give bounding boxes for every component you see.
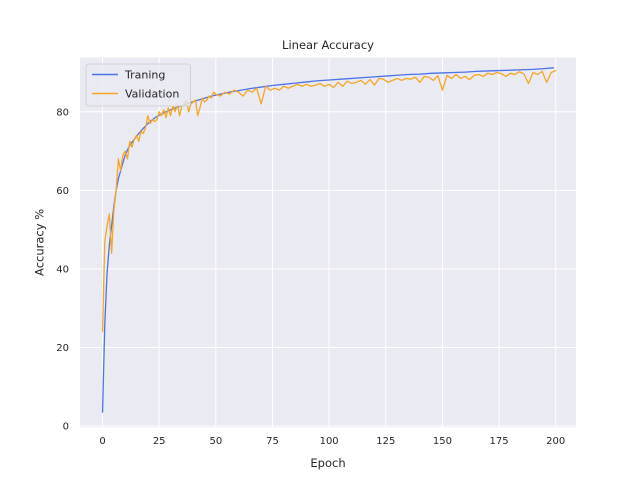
y-tick-label: 80 xyxy=(56,107,69,118)
tick-labels: 0 25 50 75 100 125 150 175 200 0 20 40 60 80 xyxy=(56,107,565,447)
x-tick-label: 25 xyxy=(153,436,166,447)
plot-area xyxy=(80,57,576,428)
y-tick-label: 40 xyxy=(56,265,69,276)
legend: Traning Validation xyxy=(85,63,191,107)
series-layer xyxy=(101,67,557,413)
x-tick-label: 200 xyxy=(546,436,565,447)
x-tick-label: 175 xyxy=(490,436,509,447)
x-axis-label: Epoch xyxy=(310,456,345,470)
chart-title: Linear Accuracy xyxy=(282,38,374,52)
y-axis-label: Accuracy % xyxy=(33,209,47,276)
y-tick-label: 0 xyxy=(63,422,69,433)
x-tick-label: 100 xyxy=(320,436,339,447)
x-tick-label: 75 xyxy=(266,436,279,447)
x-tick-label: 0 xyxy=(99,436,105,447)
series-line-traning xyxy=(101,67,555,413)
legend-label-traning: Traning xyxy=(124,69,165,82)
grid xyxy=(80,57,576,428)
y-tick-label: 60 xyxy=(56,186,69,197)
x-tick-label: 125 xyxy=(376,436,395,447)
x-tick-label: 50 xyxy=(209,436,222,447)
x-tick-label: 150 xyxy=(433,436,452,447)
y-tick-label: 20 xyxy=(56,343,69,354)
legend-label-validation: Validation xyxy=(125,88,179,101)
series-line-validation xyxy=(101,69,557,333)
